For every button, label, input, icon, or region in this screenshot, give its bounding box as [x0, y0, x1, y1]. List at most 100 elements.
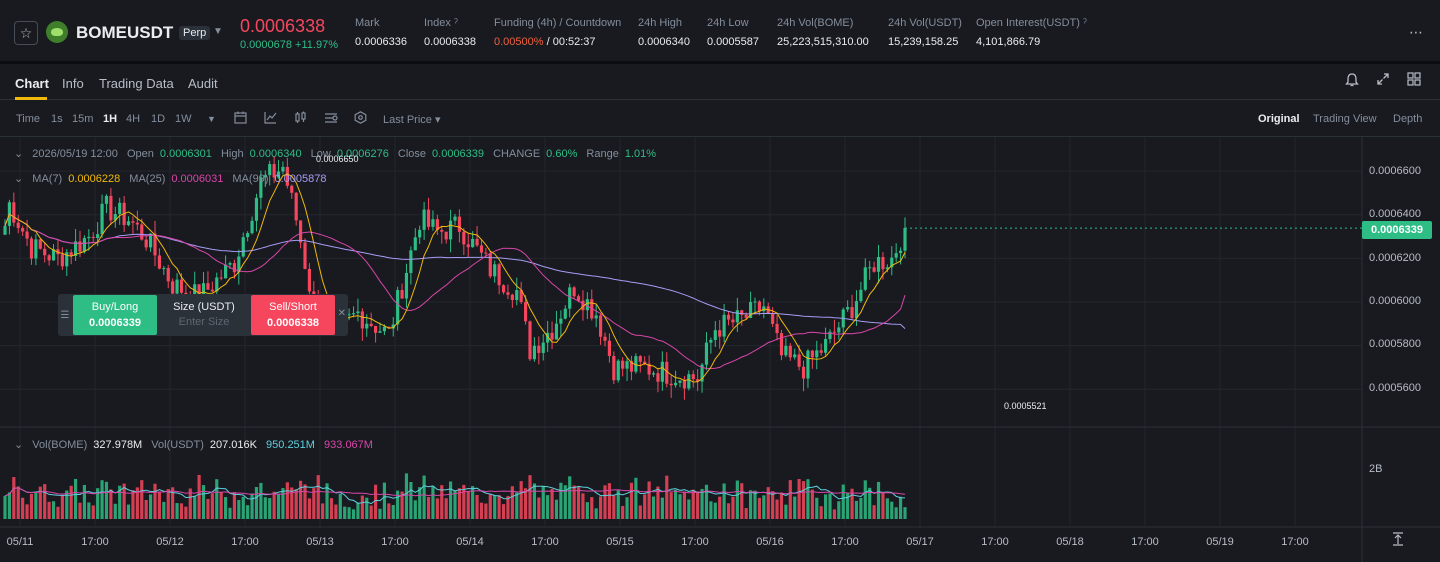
interval-15m[interactable]: 15m: [72, 113, 94, 125]
hexagon-settings-icon[interactable]: [354, 111, 367, 127]
sell-short-button[interactable]: Sell/Short 0.0006338: [251, 295, 335, 335]
volume-bar: [643, 494, 647, 519]
volume-bar: [409, 482, 413, 519]
legend-date: 2026/05/19 12:00: [32, 148, 118, 160]
volume-bar: [338, 493, 342, 519]
volume-bar: [656, 486, 660, 519]
time-axis-label: 05/15: [606, 536, 634, 548]
buy-price: 0.0006339: [89, 317, 141, 329]
volume-bar: [38, 486, 42, 519]
volume-bar: [435, 498, 439, 519]
candle-body: [228, 263, 232, 265]
candle-body: [65, 252, 69, 267]
chart-area[interactable]: ⌄ 2026/05/19 12:00 Open 0.0006301 High 0.0…: [0, 137, 1440, 562]
collapse-chevron-icon[interactable]: ⌄: [14, 148, 24, 160]
candle-body: [113, 214, 117, 221]
volume-bar: [810, 489, 814, 519]
candle-body: [135, 222, 139, 225]
candle-body: [250, 220, 254, 234]
volume-bar: [674, 489, 678, 519]
candle-body: [462, 231, 466, 245]
scroll-to-latest-icon[interactable]: [1392, 532, 1404, 549]
tab-chart[interactable]: Chart: [15, 76, 49, 91]
candle-body: [850, 307, 854, 319]
alert-bell-icon[interactable]: [1345, 72, 1359, 91]
time-axis-label: 05/17: [906, 536, 934, 548]
interval-4h[interactable]: 4H: [126, 113, 141, 125]
view-trading-view[interactable]: Trading View: [1313, 113, 1377, 125]
chevron-down-icon[interactable]: ▼: [213, 26, 223, 37]
candle-body: [576, 296, 581, 301]
fullscreen-icon[interactable]: [1376, 72, 1390, 89]
time-axis-label: 05/18: [1056, 536, 1084, 548]
candle-body: [890, 257, 894, 268]
volume-bar: [457, 488, 461, 519]
favorite-star-icon[interactable]: ☆: [14, 21, 38, 45]
view-original[interactable]: Original: [1258, 113, 1300, 125]
interval-time[interactable]: Time: [16, 113, 41, 125]
layout-grid-icon[interactable]: [1407, 72, 1421, 89]
buy-label: Buy/Long: [91, 301, 139, 313]
indicator-chart-icon[interactable]: [264, 111, 277, 127]
time-axis-label: 17:00: [681, 536, 709, 548]
candle-style-icon[interactable]: [294, 111, 307, 127]
size-input[interactable]: [160, 316, 248, 328]
candle-body: [69, 252, 73, 256]
candle-body: [894, 253, 898, 258]
volume-bar: [131, 490, 135, 519]
symbol-name[interactable]: BOMEUSDT: [76, 23, 174, 42]
price-type-select[interactable]: Last Price ▾: [383, 114, 441, 126]
volume-bar: [126, 504, 131, 519]
candle-body: [541, 342, 545, 353]
interval-1w[interactable]: 1W: [175, 113, 192, 125]
volume-bar: [753, 490, 757, 519]
candle-body: [78, 241, 82, 252]
candle-body: [612, 355, 616, 381]
candle-body: [674, 382, 678, 386]
volume-bar: [607, 483, 611, 519]
calendar-icon[interactable]: [234, 111, 247, 127]
candle-body: [215, 277, 219, 292]
volume-bar: [91, 505, 95, 519]
tab-info[interactable]: Info: [62, 76, 84, 91]
settings-sliders-icon[interactable]: [324, 111, 338, 127]
volume-bar: [691, 489, 695, 519]
view-depth[interactable]: Depth: [1393, 113, 1423, 125]
volume-bar: [819, 506, 823, 519]
sell-price: 0.0006338: [267, 317, 319, 329]
price-change: 0.0000678 +11.97%: [240, 39, 338, 51]
volume-bar: [806, 479, 810, 519]
funding-countdown: / 00:52:37: [543, 36, 596, 48]
interval-1d[interactable]: 1D: [151, 113, 166, 125]
candle-body: [96, 234, 100, 238]
collapse-chevron-icon[interactable]: ⌄: [14, 439, 24, 451]
volume-bar: [316, 475, 320, 519]
drag-handle-icon[interactable]: ☰: [60, 309, 70, 321]
stat-open-interest[interactable]: Open Interest(USDT) ˀ 4,101,866.79: [976, 17, 1087, 48]
tab-audit[interactable]: Audit: [188, 76, 218, 91]
volume-bar: [479, 502, 484, 519]
ma7-label: MA(7): [32, 173, 63, 185]
interval-1s[interactable]: 1s: [51, 113, 63, 125]
stat-index[interactable]: Index ˀ 0.0006338: [424, 17, 476, 48]
volume-bar: [254, 487, 259, 519]
candle-body: [678, 380, 682, 383]
volume-bar: [16, 486, 20, 519]
candle-body: [184, 292, 188, 296]
tab-trading-data[interactable]: Trading Data: [99, 76, 174, 91]
candle-body: [109, 195, 113, 221]
candle-body: [426, 209, 431, 227]
candle-body: [709, 339, 713, 343]
interval-more-chevron-icon[interactable]: ▼: [207, 114, 216, 124]
candle-body: [232, 263, 236, 273]
candle-body: [126, 221, 131, 226]
candle-body: [272, 164, 276, 178]
close-icon[interactable]: ✕: [337, 308, 346, 319]
volume-bar: [519, 481, 523, 519]
time-axis-label: 05/14: [456, 536, 484, 548]
buy-long-button[interactable]: Buy/Long 0.0006339: [73, 295, 157, 335]
collapse-chevron-icon[interactable]: ⌄: [14, 173, 24, 185]
more-options-icon[interactable]: ⋯: [1409, 24, 1424, 40]
interval-1h[interactable]: 1H: [103, 113, 118, 125]
candlestick-chart[interactable]: [0, 137, 1440, 562]
